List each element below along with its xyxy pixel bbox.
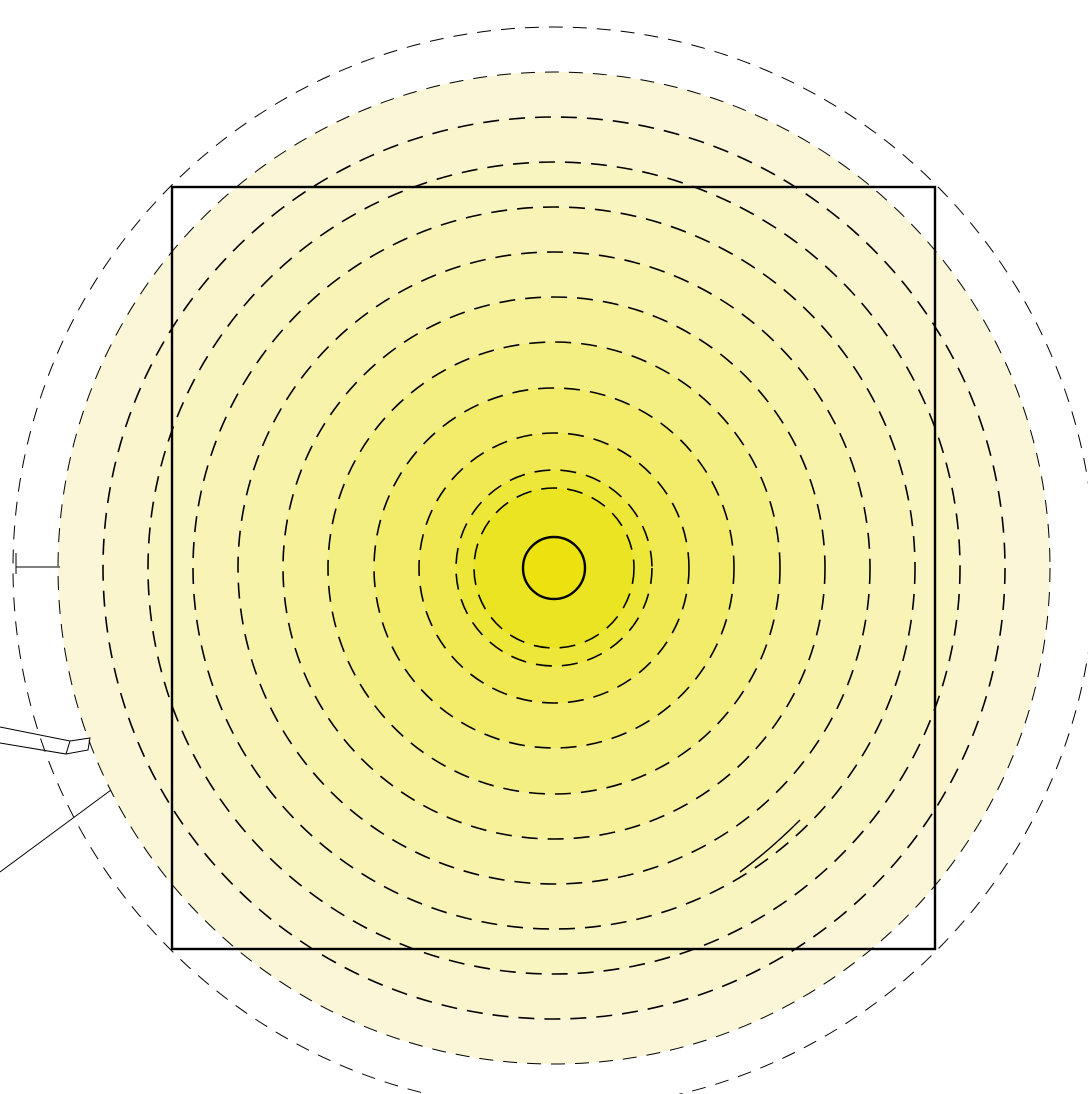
frame-layer — [170, 185, 937, 951]
contour-ring-3 — [418, 432, 690, 704]
solid-arc-segment — [739, 819, 801, 873]
source-layer — [521, 535, 587, 601]
contour-ring-1 — [473, 487, 635, 649]
pointer-arrow-head — [65, 737, 91, 755]
contour-ring-11 — [57, 71, 1051, 1065]
contour-ring-7 — [237, 251, 871, 885]
square-frame — [170, 185, 937, 951]
contour-ring-8 — [192, 206, 916, 930]
contour-ring-9 — [147, 161, 961, 975]
light-source-circle — [521, 535, 587, 601]
contour-ring-2 — [455, 469, 653, 667]
contour-ring-12 — [12, 26, 1088, 1094]
contour-ring-6 — [282, 296, 826, 840]
annotation-layer — [0, 553, 801, 873]
contour-ring-layer — [12, 26, 1088, 1094]
contour-ring-10 — [102, 116, 1006, 1020]
leader-line — [0, 789, 112, 873]
contour-ring-5 — [327, 341, 781, 795]
pointer-arrow-shape — [0, 726, 71, 755]
contour-ring-4 — [373, 387, 735, 749]
